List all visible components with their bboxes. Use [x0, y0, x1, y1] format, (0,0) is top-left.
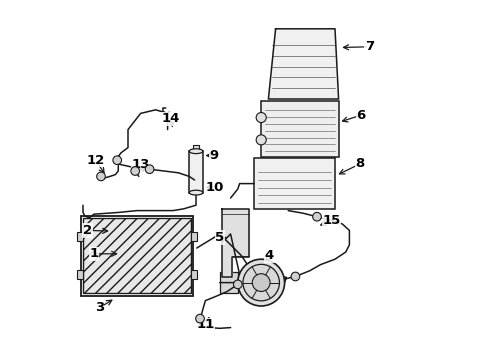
Bar	[83, 218, 191, 293]
Text: 1: 1	[89, 247, 98, 260]
Circle shape	[238, 259, 285, 306]
Text: 6: 6	[356, 109, 366, 122]
Text: 5: 5	[215, 231, 224, 244]
Bar	[191, 270, 197, 279]
Circle shape	[97, 172, 105, 181]
Circle shape	[145, 165, 154, 174]
Circle shape	[291, 272, 300, 281]
Ellipse shape	[189, 149, 203, 154]
Circle shape	[113, 156, 122, 165]
Bar	[191, 233, 197, 241]
Circle shape	[196, 314, 204, 323]
Bar	[193, 145, 199, 149]
Circle shape	[256, 135, 266, 145]
Bar	[189, 151, 203, 193]
Bar	[220, 272, 238, 293]
Text: 13: 13	[131, 158, 150, 171]
Circle shape	[131, 167, 140, 175]
Text: 8: 8	[356, 157, 365, 170]
Bar	[77, 270, 83, 279]
Bar	[254, 158, 335, 209]
Polygon shape	[221, 209, 248, 277]
Circle shape	[256, 112, 266, 122]
Bar	[81, 216, 193, 296]
Bar	[77, 233, 83, 241]
Circle shape	[252, 274, 270, 292]
Text: 14: 14	[162, 112, 180, 125]
Text: 7: 7	[365, 40, 374, 53]
Text: 10: 10	[205, 181, 223, 194]
Text: 12: 12	[86, 154, 105, 167]
Text: 15: 15	[322, 214, 341, 227]
Text: 2: 2	[83, 224, 92, 237]
Ellipse shape	[189, 190, 203, 195]
Text: 4: 4	[265, 249, 274, 262]
Circle shape	[313, 212, 321, 221]
Circle shape	[243, 264, 279, 301]
Polygon shape	[269, 29, 339, 99]
Text: 9: 9	[210, 149, 219, 162]
Bar	[261, 101, 339, 157]
Circle shape	[233, 280, 242, 289]
Text: 11: 11	[196, 318, 215, 331]
Text: 3: 3	[95, 301, 104, 314]
